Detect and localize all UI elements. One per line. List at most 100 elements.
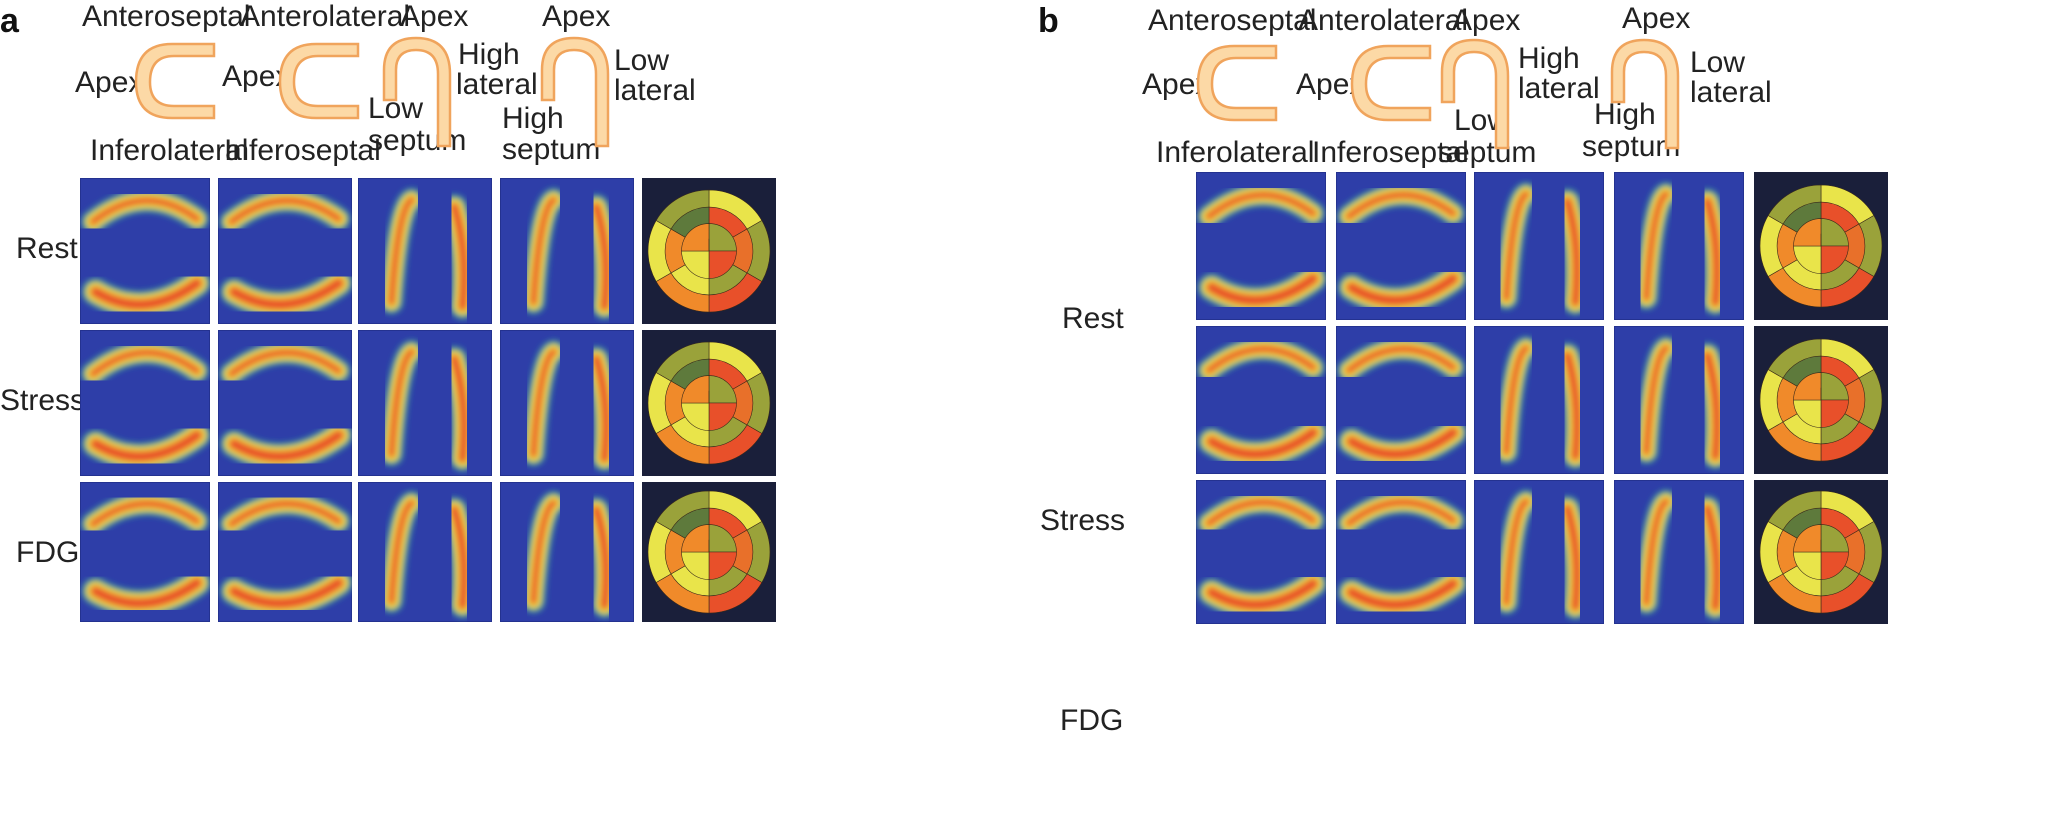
uptake-scan-image — [521, 491, 620, 619]
scan-image-tile — [1336, 480, 1466, 624]
view3-title: Apex — [1452, 4, 1521, 37]
uptake-scan-image — [1634, 336, 1730, 470]
arch-diagram-icon — [540, 36, 610, 148]
scan-image-tile — [1614, 480, 1744, 624]
view3-right1: High — [458, 38, 520, 71]
uptake-scan-image — [521, 187, 620, 320]
scan-image-tile — [358, 330, 492, 476]
scan-image-tile — [80, 178, 210, 324]
panel-b: b Anteroseptal Apex Inferolateral Antero… — [1038, 0, 2055, 818]
panel-letter: b — [1038, 2, 1059, 40]
view4-right1: Low — [614, 44, 670, 77]
row-label-fdg: FDG — [16, 536, 80, 569]
view3-right1: High — [1518, 42, 1580, 75]
uptake-scan-image — [1197, 182, 1326, 315]
uptake-scan-image — [1337, 490, 1466, 619]
view3-right2: lateral — [456, 68, 538, 101]
uptake-scan-image — [219, 340, 352, 471]
c-shape-diagram-icon — [1350, 44, 1432, 122]
bullseye-polar-map-icon — [642, 178, 776, 324]
bullseye-polar-map-icon — [1754, 326, 1888, 474]
panel-letter: a — [0, 2, 19, 40]
scan-image-tile — [358, 178, 492, 324]
uptake-scan-image — [81, 188, 210, 319]
view4-bottom1: High — [502, 102, 564, 135]
row-label-fdg: FDG — [1060, 704, 1124, 737]
arch-diagram-icon — [1610, 38, 1680, 150]
bullseye-polar-map-icon — [1754, 480, 1888, 624]
bullseye-polar-map — [1754, 480, 1888, 624]
scan-image-tile — [500, 482, 634, 622]
scan-image-tile — [1196, 172, 1326, 320]
uptake-scan-image — [1494, 182, 1590, 316]
view1-left: Apex — [75, 66, 144, 99]
uptake-scan-image — [81, 340, 210, 471]
scan-image-tile — [218, 330, 352, 476]
view4-right1: Low — [1690, 46, 1746, 79]
view3-title: Apex — [400, 0, 469, 33]
c-shape-diagram-icon — [278, 42, 360, 120]
uptake-scan-image — [1337, 336, 1466, 469]
bullseye-polar-map-icon — [1754, 172, 1888, 320]
view2-bottom: Inferoseptal — [224, 134, 381, 167]
uptake-scan-image — [379, 187, 478, 320]
bullseye-polar-map-icon — [642, 482, 776, 622]
scan-image-tile — [1196, 480, 1326, 624]
scan-image-tile — [80, 330, 210, 476]
uptake-scan-image — [219, 188, 352, 319]
scan-image-tile — [1336, 172, 1466, 320]
bullseye-polar-map — [642, 482, 776, 622]
scan-image-tile — [1614, 326, 1744, 474]
bullseye-polar-map-icon — [642, 330, 776, 476]
uptake-scan-image — [379, 339, 478, 472]
row-label-rest: Rest — [1062, 302, 1124, 335]
uptake-scan-image — [1337, 182, 1466, 315]
view4-bottom2: septum — [502, 133, 601, 166]
c-shape-diagram-icon — [134, 42, 216, 120]
scan-image-tile — [1196, 326, 1326, 474]
bullseye-polar-map — [1754, 172, 1888, 320]
view3-bottom2: septum — [1438, 136, 1537, 169]
uptake-scan-image — [1197, 336, 1326, 469]
uptake-scan-image — [219, 491, 352, 618]
scan-image-tile — [1474, 326, 1604, 474]
scan-image-tile — [1614, 172, 1744, 320]
view1-bottom: Inferolateral — [90, 134, 249, 167]
scan-image-tile — [358, 482, 492, 622]
uptake-scan-image — [81, 491, 210, 618]
view4-bottom2: septum — [1582, 130, 1681, 163]
uptake-scan-image — [1197, 490, 1326, 619]
view3-right2: lateral — [1518, 72, 1600, 105]
panel-a: a Anteroseptal Apex Inferolateral Antero… — [0, 0, 1027, 818]
scan-image-tile — [1474, 480, 1604, 624]
uptake-scan-image — [1494, 336, 1590, 470]
arch-diagram-icon — [1440, 38, 1510, 150]
view2-bottom: Inferoseptal — [1312, 136, 1469, 169]
view1-title: Anteroseptal — [82, 0, 251, 33]
row-label-rest: Rest — [16, 232, 78, 265]
view1-bottom: Inferolateral — [1156, 136, 1315, 169]
view4-title: Apex — [542, 0, 611, 33]
scan-image-tile — [218, 178, 352, 324]
scan-image-tile — [500, 330, 634, 476]
uptake-scan-image — [1634, 489, 1730, 620]
uptake-scan-image — [521, 339, 620, 472]
uptake-scan-image — [379, 491, 478, 619]
view4-bottom1: High — [1594, 98, 1656, 131]
view4-right2: lateral — [1690, 76, 1772, 109]
uptake-scan-image — [1494, 489, 1590, 620]
uptake-scan-image — [1634, 182, 1730, 316]
scan-image-tile — [80, 482, 210, 622]
view2-title: Anterolateral — [1298, 4, 1469, 37]
view2-title: Anterolateral — [240, 0, 411, 33]
scan-image-tile — [500, 178, 634, 324]
view1-title: Anteroseptal — [1148, 4, 1317, 37]
bullseye-polar-map — [642, 178, 776, 324]
row-label-stress: Stress — [0, 384, 86, 417]
c-shape-diagram-icon — [1196, 44, 1278, 122]
view4-right2: lateral — [614, 74, 696, 107]
bullseye-polar-map — [642, 330, 776, 476]
scan-image-tile — [218, 482, 352, 622]
bullseye-polar-map — [1754, 326, 1888, 474]
scan-image-tile — [1474, 172, 1604, 320]
